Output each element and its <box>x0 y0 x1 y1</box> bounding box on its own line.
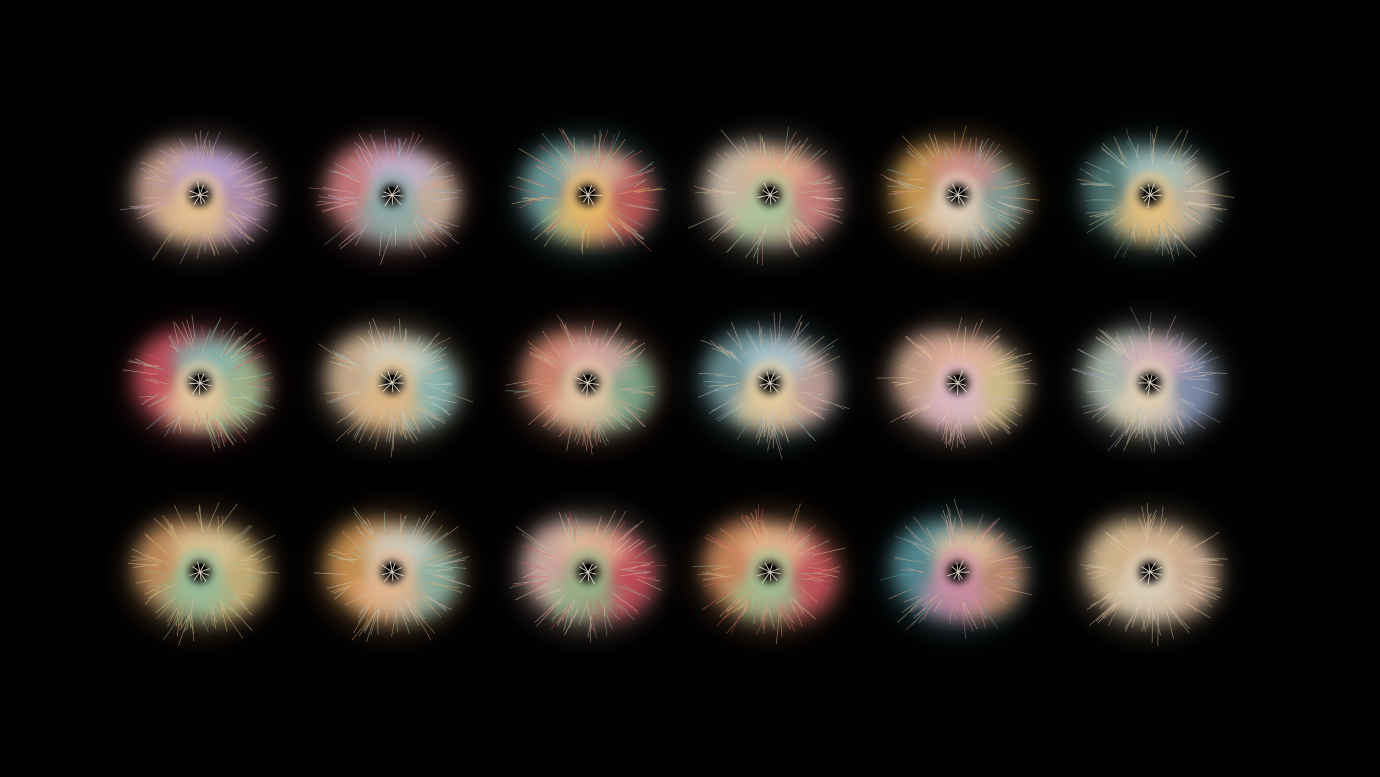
flower-blob <box>1065 120 1235 270</box>
flower-blob <box>1065 497 1235 647</box>
flower-blob <box>115 497 285 647</box>
flower-blob <box>307 308 477 458</box>
flower-blob <box>685 308 855 460</box>
flower-blob <box>873 497 1043 647</box>
flower-blob <box>503 497 673 647</box>
flower-blob <box>307 497 477 647</box>
flower-blob <box>503 120 673 270</box>
flower-blob <box>503 308 673 458</box>
flower-blob <box>873 308 1043 458</box>
flower-blob <box>1065 306 1235 458</box>
flower-blob <box>307 120 477 270</box>
flower-blob <box>115 308 285 458</box>
flower-blob <box>685 497 855 647</box>
flower-blob <box>873 120 1043 270</box>
flower-blob <box>685 120 855 270</box>
flower-blob <box>115 120 285 270</box>
